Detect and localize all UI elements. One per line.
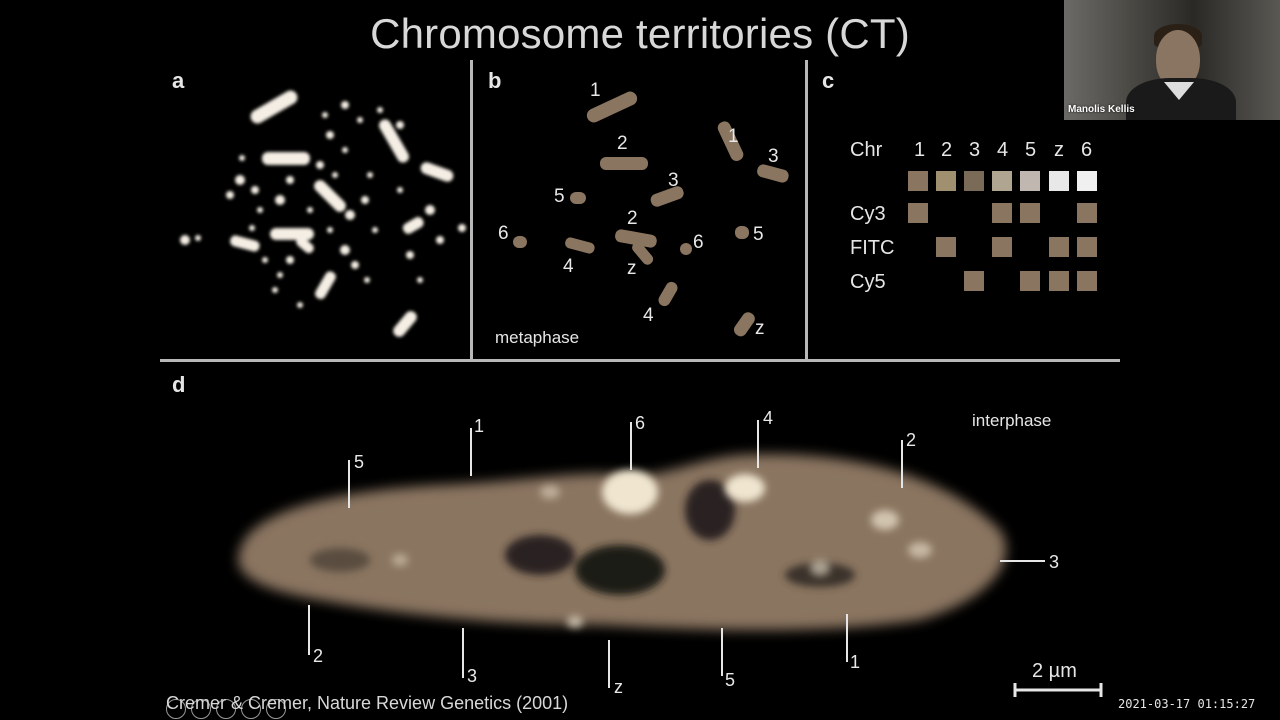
panel-c-cell-cy5-3 xyxy=(964,271,984,291)
panel-d-label-top-1: 1 xyxy=(474,416,485,436)
panel-b-chromosomes xyxy=(513,91,789,337)
menu-icon[interactable] xyxy=(266,699,286,719)
panel-c-col-z: z xyxy=(1054,139,1064,161)
scale-bar-graphic xyxy=(1013,683,1103,697)
panel-d-label-bottom-2: 2 xyxy=(313,646,324,666)
panel-b-letter: b xyxy=(488,68,502,93)
slide-title: Chromosome territories (CT) xyxy=(370,10,910,57)
panel-b-label-chr2-a: 2 xyxy=(617,133,628,154)
next-slide-icon[interactable] xyxy=(191,699,211,719)
scale-bar-label: 2 µm xyxy=(1032,660,1077,682)
pen-tool-icon[interactable] xyxy=(216,699,236,719)
panel-b-label-chr3-b: 3 xyxy=(668,170,679,191)
panel-c-color-swatch-2 xyxy=(936,171,956,191)
panel-d-label-bottom-z: z xyxy=(614,677,623,697)
panel-divider-horizontal xyxy=(160,359,1120,362)
panel-d-label-top-4: 4 xyxy=(763,408,774,428)
panel-a-letter: a xyxy=(172,68,185,93)
panel-d-label-right-3: 3 xyxy=(1049,552,1060,572)
panel-d-nucleus-image xyxy=(238,454,1007,630)
panel-a-chromosomes xyxy=(180,90,466,337)
panel-c-letter: c xyxy=(822,68,835,93)
panel-divider-bc xyxy=(805,60,808,360)
panel-c-col-6: 6 xyxy=(1081,139,1093,161)
panel-d-label-top-6: 6 xyxy=(635,413,646,433)
panel-a-metaphase-image xyxy=(180,90,466,337)
panel-b-label-chr2-b: 2 xyxy=(627,208,638,229)
panel-c-cell-cy3-4 xyxy=(992,203,1012,223)
previous-slide-icon[interactable] xyxy=(166,699,186,719)
panel-c-cell-fitc-z xyxy=(1049,237,1069,257)
panel-c-col-1: 1 xyxy=(914,139,926,161)
panel-divider-ab xyxy=(470,60,473,360)
panel-d-label-bottom-5: 5 xyxy=(725,670,736,690)
panel-d-label-top-2: 2 xyxy=(906,430,917,450)
panel-b-label-chr3-a: 3 xyxy=(768,146,779,167)
panel-b-label-chr6-a: 6 xyxy=(498,223,509,244)
panel-c-cell-cy3-1 xyxy=(908,203,928,223)
panel-c-cell-fitc-6 xyxy=(1077,237,1097,257)
panel-b-label-chr5-b: 5 xyxy=(753,224,764,245)
panel-c-color-swatch-5 xyxy=(1020,171,1040,191)
webcam-video-tile[interactable]: Manolis Kellis xyxy=(1064,0,1280,120)
panel-c-cell-cy3-6 xyxy=(1077,203,1097,223)
panel-b-label-chrz-b: z xyxy=(755,318,765,339)
panel-c-color-swatch-4 xyxy=(992,171,1012,191)
citation-text: Cremer & Cremer, Nature Review Genetics … xyxy=(166,693,569,713)
panel-d-dark-regions xyxy=(310,480,855,595)
panel-b-label-chr1-a: 1 xyxy=(590,80,601,101)
panel-c-row-cy5: Cy5 xyxy=(850,271,886,293)
panel-c-color-swatch-3 xyxy=(964,171,984,191)
panel-b-label-chr1-b: 1 xyxy=(728,126,739,147)
panel-b-label-chr4-b: 4 xyxy=(643,305,654,326)
presentation-toolbar xyxy=(166,697,316,719)
panel-c-cell-fitc-4 xyxy=(992,237,1012,257)
panel-c-color-swatch-z xyxy=(1049,171,1069,191)
panel-b-caption: metaphase xyxy=(495,328,580,347)
panel-c-cell-fitc-2 xyxy=(936,237,956,257)
panel-c-row-cy3: Cy3 xyxy=(850,203,886,225)
recording-timestamp: 2021-03-17 01:15:27 xyxy=(1118,697,1256,711)
panel-c-cell-cy5-6 xyxy=(1077,271,1097,291)
panel-c-row-fitc: FITC xyxy=(850,237,895,259)
panel-d-label-bottom-1: 1 xyxy=(850,652,861,672)
panel-b-metaphase-image xyxy=(513,91,789,337)
panel-c-cell-cy5-z xyxy=(1049,271,1069,291)
panel-c-cell-cy5-5 xyxy=(1020,271,1040,291)
panel-c-header-label: Chr xyxy=(850,139,883,161)
panel-b-label-chr6-b: 6 xyxy=(693,232,704,253)
panel-c-col-3: 3 xyxy=(969,139,981,161)
panel-d-bright-regions xyxy=(392,470,932,628)
panel-b-label-chr4-a: 4 xyxy=(563,256,574,277)
panel-d-label-bottom-3: 3 xyxy=(467,666,478,686)
panel-c-color-swatch-6 xyxy=(1077,171,1097,191)
panel-c-color-swatch-1 xyxy=(908,171,928,191)
participant-name-label: Manolis Kellis xyxy=(1068,104,1135,115)
zoom-icon[interactable] xyxy=(241,699,261,719)
panel-c-cell-cy3-5 xyxy=(1020,203,1040,223)
panel-d-letter: d xyxy=(172,372,186,397)
panel-c-col-5: 5 xyxy=(1025,139,1037,161)
panel-c-col-2: 2 xyxy=(941,139,953,161)
panel-c-col-4: 4 xyxy=(997,139,1009,161)
panel-b-label-chr5-a: 5 xyxy=(554,186,565,207)
panel-b-label-chrz-a: z xyxy=(627,258,637,279)
panel-d-caption: interphase xyxy=(972,411,1052,430)
panel-d-label-top-5: 5 xyxy=(354,452,365,472)
